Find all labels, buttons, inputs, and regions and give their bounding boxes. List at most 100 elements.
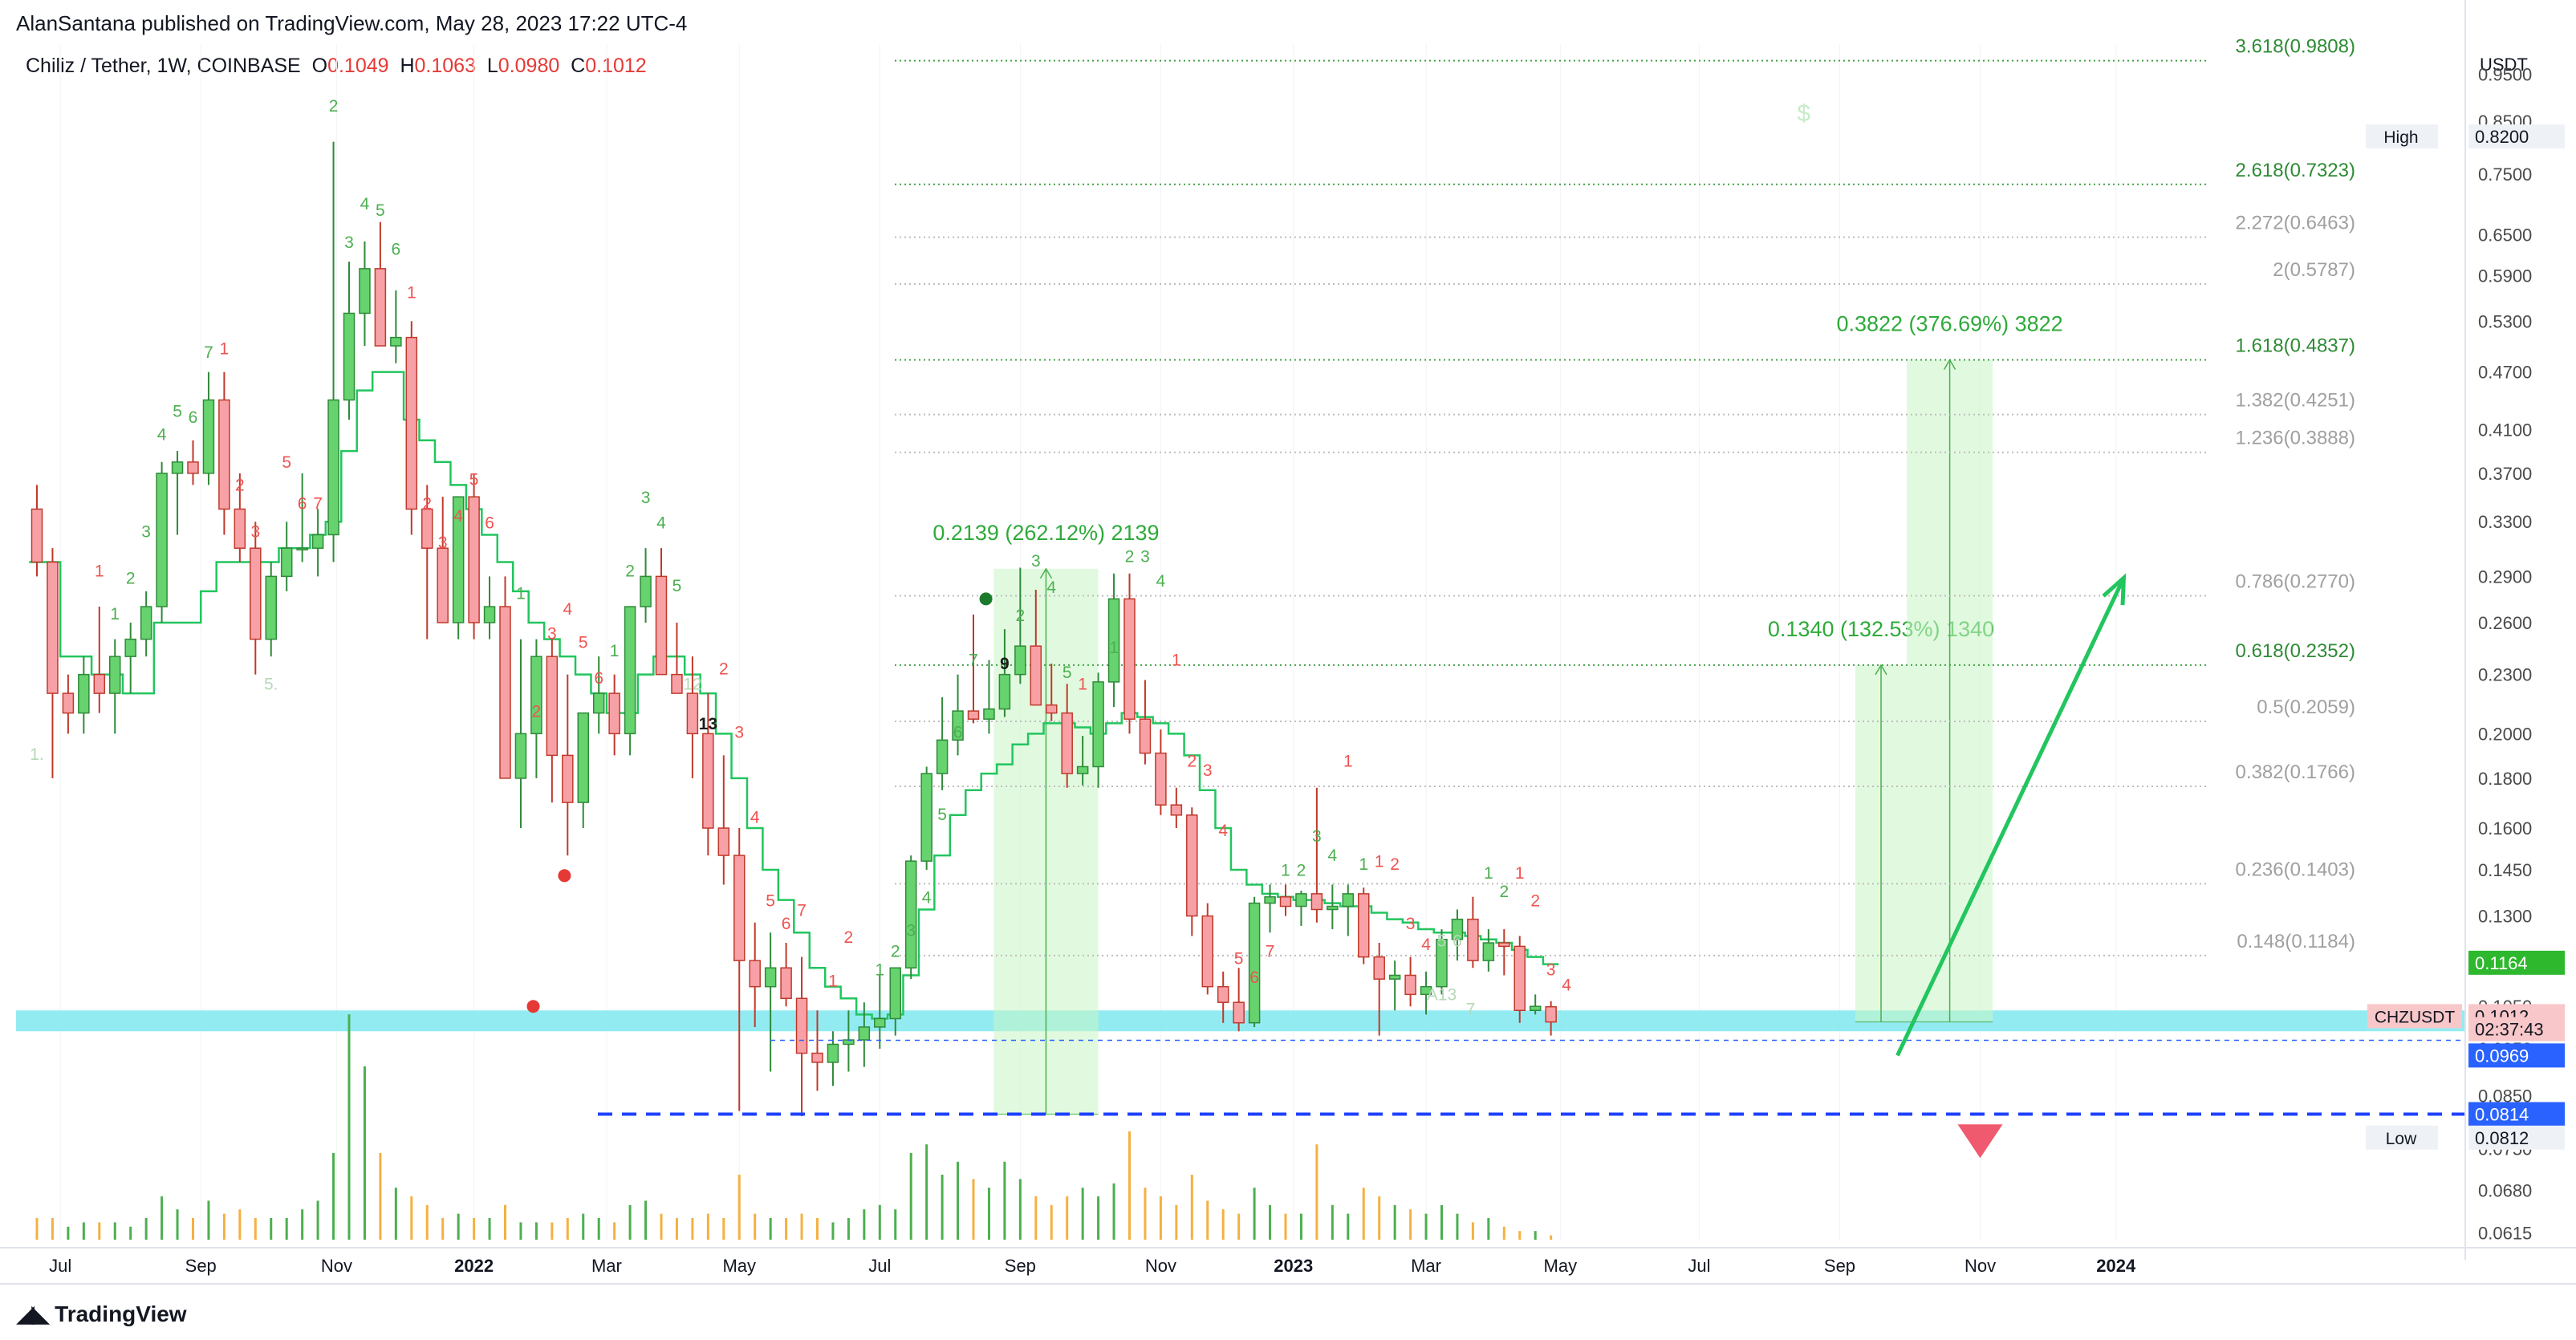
candle[interactable] — [1310, 787, 1323, 923]
candle[interactable] — [608, 674, 620, 756]
candle[interactable] — [702, 693, 714, 856]
candle[interactable] — [374, 221, 387, 347]
candle[interactable] — [1139, 680, 1152, 765]
candle[interactable] — [140, 591, 152, 657]
candle[interactable] — [1170, 787, 1183, 829]
candle[interactable] — [1107, 573, 1120, 708]
candle[interactable] — [311, 509, 324, 577]
candle[interactable] — [1373, 943, 1385, 1036]
candle[interactable] — [1342, 884, 1355, 936]
candle[interactable] — [686, 656, 699, 778]
candle[interactable] — [499, 576, 511, 779]
candle[interactable] — [156, 461, 168, 623]
candle[interactable] — [234, 473, 246, 562]
candle[interactable] — [1358, 887, 1370, 964]
candle[interactable] — [592, 656, 605, 734]
candle[interactable] — [62, 674, 75, 734]
candle[interactable] — [780, 943, 792, 1007]
candle[interactable] — [93, 607, 106, 713]
candle[interactable] — [827, 1031, 839, 1086]
level-lines-layer[interactable] — [598, 1039, 2465, 1116]
price-label-box[interactable] — [2468, 1102, 2565, 1127]
candle[interactable] — [250, 522, 262, 675]
annotations-layer[interactable]: $ — [1797, 100, 2127, 1159]
candle[interactable] — [1233, 968, 1245, 1032]
price-label-box[interactable] — [2468, 1043, 2565, 1068]
time-axis[interactable]: Jul Sep Nov 2022 Mar May Jul Sep Nov 2023 Mar May Ju… — [0, 1247, 2576, 1285]
candle[interactable] — [577, 712, 589, 829]
candle[interactable] — [405, 321, 418, 535]
candle[interactable] — [1467, 896, 1479, 968]
candle[interactable] — [109, 639, 121, 734]
candle[interactable] — [1482, 929, 1495, 972]
candle[interactable] — [1514, 936, 1526, 1023]
candle[interactable] — [1217, 971, 1229, 1023]
candle[interactable] — [952, 674, 964, 756]
candles-layer[interactable] — [30, 141, 1557, 1117]
candle[interactable] — [30, 485, 43, 577]
candle[interactable] — [874, 975, 886, 1049]
candle[interactable] — [280, 522, 293, 591]
candle[interactable] — [1123, 573, 1136, 734]
candle[interactable] — [889, 967, 901, 1036]
candle[interactable] — [1529, 994, 1542, 1015]
candle[interactable] — [920, 766, 932, 870]
candle[interactable] — [1201, 903, 1213, 995]
candle[interactable] — [47, 548, 59, 778]
candle[interactable] — [1248, 896, 1261, 1027]
candle[interactable] — [717, 755, 730, 885]
fibonacci-layer[interactable]: 3.618(0.9808) 2.618(0.7323) 2.272(0.6463) 2… — [895, 36, 2355, 956]
candle[interactable] — [1155, 729, 1167, 815]
candle[interactable] — [562, 674, 574, 856]
candle[interactable] — [421, 485, 433, 640]
candle[interactable] — [468, 473, 480, 640]
candle[interactable] — [998, 629, 1011, 717]
candle[interactable] — [983, 660, 995, 734]
candle[interactable] — [514, 639, 527, 829]
candle[interactable] — [1092, 672, 1104, 788]
price-axis[interactable]: USDT0.95000.85000.75000.65000.59000.5300… — [2366, 0, 2565, 1260]
candle[interactable] — [296, 473, 308, 562]
candle[interactable] — [936, 696, 949, 790]
candle[interactable] — [343, 262, 356, 420]
tradingview-brand[interactable]: ◢◣ TradingView — [16, 1300, 187, 1328]
candle[interactable] — [1420, 971, 1432, 1015]
candle[interactable] — [202, 372, 215, 485]
candle[interactable] — [1451, 909, 1464, 961]
candle[interactable] — [1436, 929, 1448, 995]
candle[interactable] — [390, 290, 402, 363]
candle[interactable] — [733, 828, 746, 1111]
candle[interactable] — [1030, 589, 1042, 706]
symbol-legend[interactable]: Chiliz / Tether, 1W, COINBASE O0.1049 H0… — [26, 55, 647, 78]
candle[interactable] — [1327, 884, 1339, 930]
candle[interactable] — [437, 497, 449, 623]
candle[interactable] — [1046, 664, 1058, 721]
candle[interactable] — [546, 639, 559, 803]
projection-arrow[interactable] — [1895, 577, 2126, 1057]
candle[interactable] — [171, 451, 184, 535]
candle[interactable] — [1279, 884, 1292, 916]
candle[interactable] — [967, 614, 980, 724]
candle[interactable] — [1061, 684, 1073, 788]
candle[interactable] — [78, 656, 90, 734]
candle[interactable] — [1498, 929, 1510, 976]
candle[interactable] — [904, 855, 917, 980]
candle[interactable] — [452, 496, 465, 640]
candle[interactable] — [671, 622, 683, 694]
candle[interactable] — [187, 440, 199, 485]
candle[interactable] — [359, 241, 371, 347]
candle[interactable] — [1545, 1001, 1557, 1036]
down-triangle-icon[interactable] — [1957, 1124, 2003, 1159]
candle[interactable] — [1076, 735, 1089, 786]
candle[interactable] — [640, 548, 652, 623]
candle[interactable] — [265, 562, 277, 657]
candle[interactable] — [1404, 956, 1416, 1007]
candle[interactable] — [1014, 567, 1026, 684]
candle[interactable] — [624, 606, 636, 756]
candle[interactable] — [530, 639, 542, 778]
price-label-box[interactable] — [2468, 1125, 2565, 1150]
candle[interactable] — [124, 622, 136, 694]
candle[interactable] — [764, 932, 777, 1072]
candle[interactable] — [218, 372, 230, 535]
